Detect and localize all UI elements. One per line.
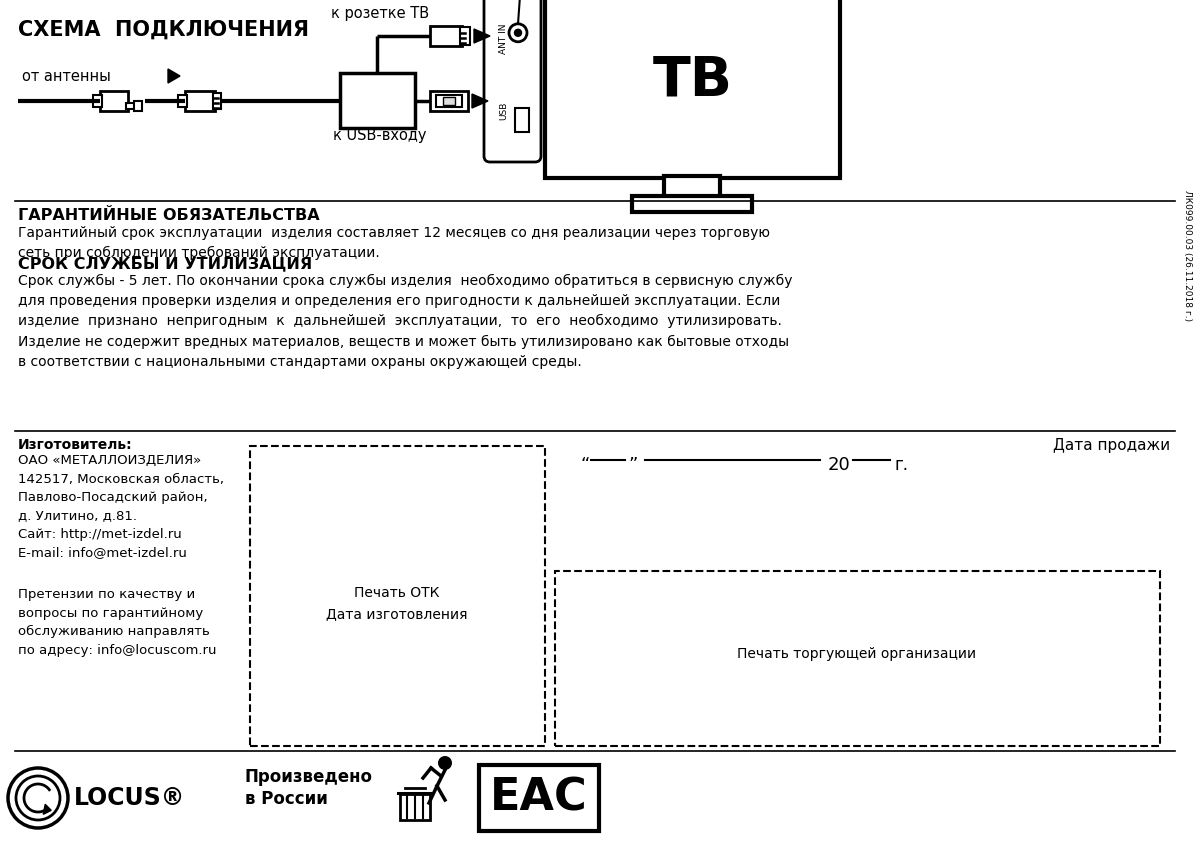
Bar <box>214 93 221 109</box>
Bar <box>515 108 529 132</box>
Bar <box>185 91 215 111</box>
Circle shape <box>16 776 60 820</box>
Text: Произведено
в России: Произведено в России <box>245 768 373 808</box>
Text: Претензии по качеству и
вопросы по гарантийному
обслуживанию направлять
по адрес: Претензии по качеству и вопросы по гаран… <box>18 588 216 656</box>
Bar <box>400 794 430 820</box>
Text: от антенны: от антенны <box>22 69 110 84</box>
Text: СХЕМА  ПОДКЛЮЧЕНИЯ: СХЕМА ПОДКЛЮЧЕНИЯ <box>18 20 310 40</box>
Text: Срок службы - 5 лет. По окончании срока службы изделия  необходимо обратиться в : Срок службы - 5 лет. По окончании срока … <box>18 274 792 369</box>
Text: ТВ: ТВ <box>653 53 732 107</box>
Bar <box>545 0 840 178</box>
Text: “: “ <box>580 456 589 474</box>
Bar <box>126 103 136 109</box>
Circle shape <box>8 768 68 828</box>
Bar <box>134 101 142 111</box>
Circle shape <box>515 30 522 36</box>
Circle shape <box>509 24 527 41</box>
Bar <box>250 446 545 746</box>
Polygon shape <box>168 69 180 83</box>
Text: ЛК099.00.03 (26.11.2018 г.): ЛК099.00.03 (26.11.2018 г.) <box>1182 190 1192 321</box>
Text: ОАО «МЕТАЛЛОИЗДЕЛИЯ»
142517, Московская область,
Павлово-Посадский район,
д. Ули: ОАО «МЕТАЛЛОИЗДЕЛИЯ» 142517, Московская … <box>18 454 224 559</box>
Text: к USB-входу: к USB-входу <box>334 128 427 143</box>
Bar <box>664 176 720 198</box>
Circle shape <box>438 756 452 770</box>
Bar <box>340 73 415 128</box>
Bar <box>632 196 752 212</box>
Bar <box>430 91 468 111</box>
Bar <box>430 26 462 46</box>
FancyBboxPatch shape <box>484 0 541 162</box>
Text: ГАРАНТИЙНЫЕ ОБЯЗАТЕЛЬСТВА: ГАРАНТИЙНЫЕ ОБЯЗАТЕЛЬСТВА <box>18 208 319 223</box>
Bar <box>554 571 1160 746</box>
Polygon shape <box>472 94 488 108</box>
Text: Печать ОТК
Дата изготовления: Печать ОТК Дата изготовления <box>326 586 468 621</box>
Bar <box>443 97 455 105</box>
Bar <box>94 95 102 107</box>
Text: к розетке ТВ: к розетке ТВ <box>331 6 430 21</box>
Polygon shape <box>474 29 490 43</box>
Text: ЕАС: ЕАС <box>490 777 588 820</box>
Text: Печать торгующей организации: Печать торгующей организации <box>738 647 977 661</box>
Bar <box>100 91 128 111</box>
Bar <box>436 95 462 107</box>
Text: Гарантийный срок эксплуатации  изделия составляет 12 месяцев со дня реализации ч: Гарантийный срок эксплуатации изделия со… <box>18 226 770 261</box>
Text: СРОК СЛУЖБЫ И УТИЛИЗАЦИЯ: СРОК СЛУЖБЫ И УТИЛИЗАЦИЯ <box>18 256 312 271</box>
Polygon shape <box>43 805 52 815</box>
Bar <box>178 95 187 107</box>
Bar <box>460 27 470 45</box>
Text: LOCUS®: LOCUS® <box>74 786 185 810</box>
Text: Изготовитель:: Изготовитель: <box>18 438 133 452</box>
Text: USB: USB <box>499 102 509 120</box>
Text: ANT IN: ANT IN <box>499 24 509 54</box>
Text: ”: ” <box>628 456 637 474</box>
Text: г.: г. <box>894 456 908 474</box>
Text: 20: 20 <box>828 456 851 474</box>
Text: Дата продажи: Дата продажи <box>1052 438 1170 453</box>
